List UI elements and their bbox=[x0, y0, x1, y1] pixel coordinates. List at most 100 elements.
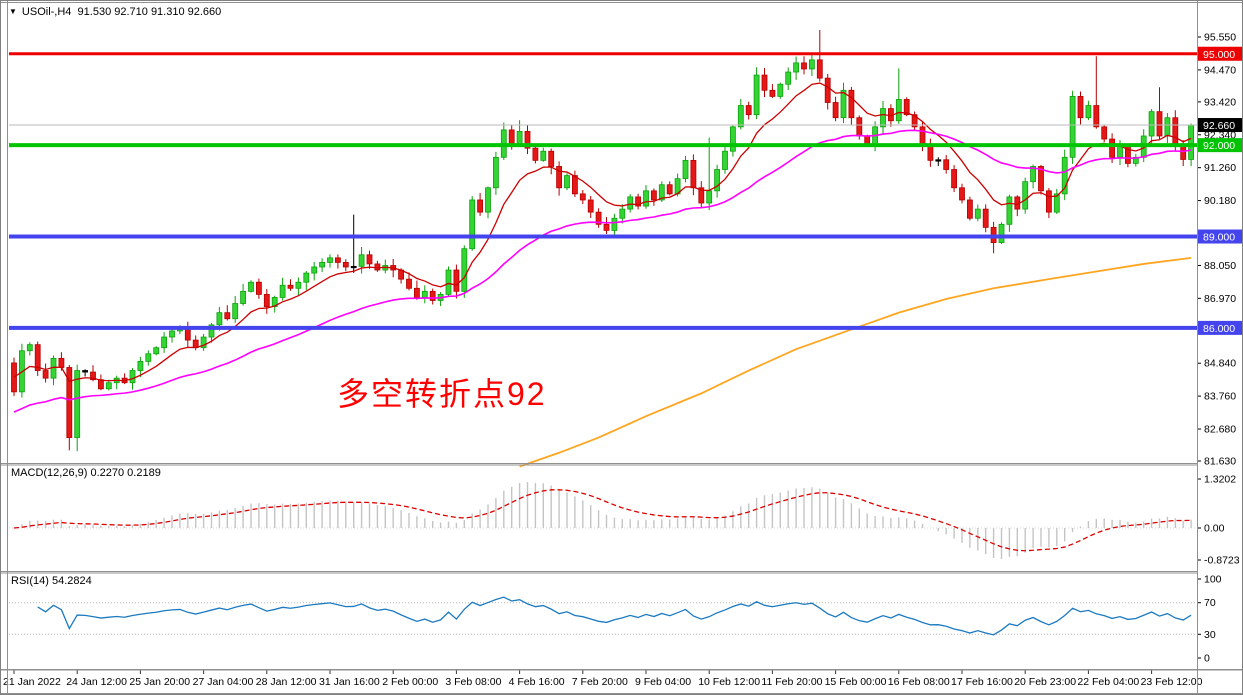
candle-body bbox=[334, 257, 341, 263]
price-badge-95.000 bbox=[1198, 46, 1242, 61]
candle-body bbox=[824, 77, 831, 103]
time-tick-label: 9 Feb 04:00 bbox=[635, 676, 691, 688]
candle-body bbox=[714, 169, 720, 192]
candle-body bbox=[255, 281, 262, 295]
price-tick-label: 91.260 bbox=[1204, 162, 1236, 174]
candle-body bbox=[959, 187, 965, 201]
candle-body bbox=[540, 150, 547, 161]
candle-body bbox=[848, 89, 855, 119]
candle-body bbox=[26, 344, 33, 352]
candle-body bbox=[1085, 105, 1092, 119]
macd-signal-line bbox=[13, 489, 1192, 552]
candle-body bbox=[761, 74, 768, 91]
candle-body bbox=[974, 208, 981, 219]
candle-body bbox=[263, 293, 270, 307]
candle-body bbox=[911, 114, 918, 128]
candle-body bbox=[998, 223, 1005, 244]
candle-body bbox=[279, 284, 286, 298]
candle-body bbox=[453, 269, 460, 292]
medium-ma-line[interactable] bbox=[13, 129, 1192, 413]
candle-body bbox=[58, 357, 65, 368]
candle-body bbox=[461, 248, 468, 292]
time-tick-label: 2 Feb 00:00 bbox=[382, 676, 438, 688]
macd-tick-label: -0.8723 bbox=[1204, 555, 1240, 567]
candle-body bbox=[311, 266, 318, 274]
candle-body bbox=[666, 184, 673, 195]
candle-body bbox=[816, 59, 823, 79]
macd-tick-label: 0.00 bbox=[1204, 523, 1225, 535]
price-tick-label: 86.970 bbox=[1204, 293, 1236, 305]
candle-body bbox=[350, 265, 357, 269]
price-tick-label: 83.760 bbox=[1204, 391, 1236, 403]
candle-body bbox=[66, 367, 73, 438]
fast-ma-line[interactable] bbox=[13, 82, 1192, 383]
macd-tick-label: 1.3202 bbox=[1204, 474, 1236, 486]
rsi-tick-label: 30 bbox=[1204, 629, 1216, 641]
price-tick-label: 81.630 bbox=[1204, 456, 1236, 468]
time-tick-label: 15 Feb 00:00 bbox=[825, 676, 887, 688]
candle-body bbox=[982, 208, 989, 228]
level-line-89[interactable] bbox=[9, 234, 1197, 239]
candle-body bbox=[658, 184, 665, 201]
candle-body bbox=[832, 102, 839, 119]
candle-body bbox=[587, 199, 594, 213]
candle-body bbox=[777, 83, 784, 97]
candle-body bbox=[1069, 95, 1076, 158]
time-tick-label: 4 Feb 16:00 bbox=[509, 676, 565, 688]
time-tick-label: 25 Jan 20:00 bbox=[129, 676, 190, 688]
candle-body bbox=[556, 166, 562, 189]
candle-body bbox=[967, 199, 973, 219]
candle-body bbox=[532, 147, 539, 161]
candle-body bbox=[801, 62, 807, 70]
candle-body bbox=[706, 190, 713, 204]
candle-body bbox=[793, 62, 799, 73]
annotation-text[interactable]: 多空转折点92 bbox=[337, 376, 547, 412]
candle-body bbox=[469, 199, 476, 250]
candle-body bbox=[445, 269, 452, 295]
candle-body bbox=[903, 99, 910, 116]
candle-body bbox=[248, 281, 254, 292]
candle-body bbox=[374, 263, 381, 271]
candle-body bbox=[737, 105, 744, 128]
candle-body bbox=[169, 330, 175, 338]
slow-ma-line[interactable] bbox=[519, 256, 1192, 468]
time-tick-label: 17 Feb 16:00 bbox=[951, 676, 1013, 688]
level-line-95[interactable] bbox=[9, 52, 1197, 56]
candle-body bbox=[34, 344, 41, 371]
candle-body bbox=[1156, 111, 1163, 137]
candle-body bbox=[492, 156, 499, 189]
price-tick-label: 90.180 bbox=[1204, 195, 1236, 207]
price-badge-92.660 bbox=[1198, 118, 1242, 133]
rsi-line bbox=[37, 596, 1192, 636]
candle-body bbox=[216, 312, 223, 326]
time-tick-label: 11 Feb 20:00 bbox=[761, 676, 822, 688]
candle-body bbox=[745, 105, 752, 116]
candle-body bbox=[137, 360, 144, 371]
time-tick-label: 27 Jan 04:00 bbox=[193, 676, 254, 688]
candle-body bbox=[595, 211, 602, 225]
candles bbox=[11, 29, 1194, 452]
collapse-arrow-icon[interactable]: ▼ bbox=[9, 7, 17, 16]
candle-body bbox=[730, 126, 736, 152]
price-badge-label: 92.660 bbox=[1203, 120, 1235, 132]
price-tick-label: 94.470 bbox=[1204, 64, 1236, 76]
candle-body bbox=[516, 131, 523, 146]
candle-body bbox=[11, 362, 17, 393]
rsi-tick-label: 70 bbox=[1204, 597, 1216, 609]
level-line-92[interactable] bbox=[9, 143, 1197, 148]
time-tick-label: 10 Feb 12:00 bbox=[698, 676, 760, 688]
candle-body bbox=[880, 108, 886, 128]
candle-body bbox=[635, 196, 641, 207]
candle-body bbox=[240, 290, 247, 304]
rsi-indicator-label: RSI(14) 54.2824 bbox=[11, 575, 92, 587]
candle-body bbox=[690, 159, 697, 189]
candle-body bbox=[82, 370, 88, 373]
level-line-86[interactable] bbox=[9, 325, 1197, 330]
candle-body bbox=[572, 175, 578, 195]
price-tick-label: 93.420 bbox=[1204, 96, 1236, 108]
candle-body bbox=[619, 208, 626, 219]
candle-body bbox=[232, 303, 239, 320]
candle-body bbox=[358, 254, 365, 267]
chart-header: ▼ USOil-,H4 91.530 92.710 91.310 92.660 bbox=[9, 6, 221, 18]
